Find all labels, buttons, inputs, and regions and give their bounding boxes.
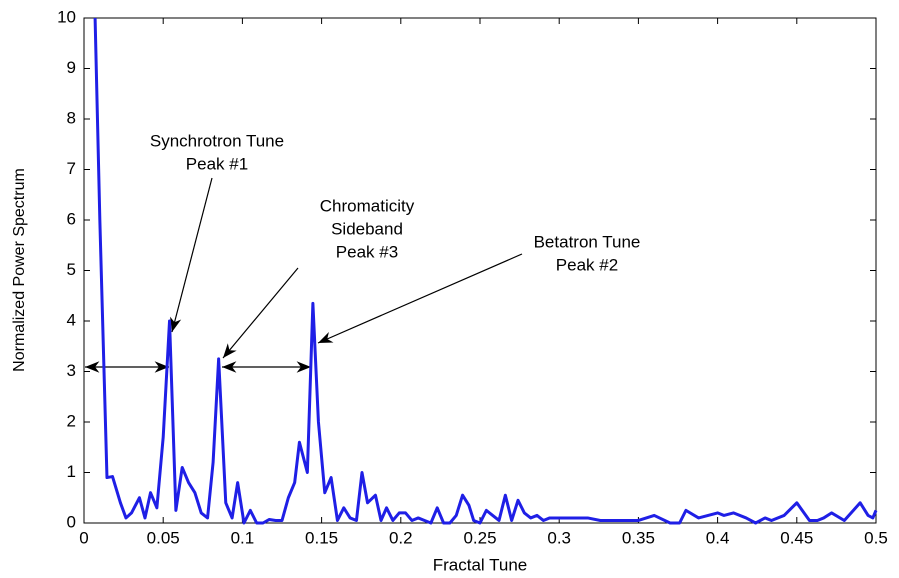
x-tick-label: 0.25 [463,528,496,547]
x-tick-label: 0.05 [147,528,180,547]
annotation: Betatron Tune [534,232,641,251]
x-tick-label: 0.5 [864,528,888,547]
y-tick-label: 10 [57,7,76,26]
x-tick-label: 0.1 [231,528,255,547]
annotation: Peak #2 [556,255,618,274]
annotation: Peak #1 [186,154,248,173]
annotation: Chromaticity [320,196,415,215]
x-tick-label: 0.35 [622,528,655,547]
x-tick-label: 0.45 [780,528,813,547]
y-tick-label: 0 [67,512,76,531]
y-tick-label: 5 [67,260,76,279]
y-tick-label: 6 [67,209,76,228]
arrow [222,267,299,359]
y-tick-label: 8 [67,108,76,127]
y-tick-label: 9 [67,58,76,77]
x-tick-label: 0.4 [706,528,730,547]
plot-frame [83,17,877,524]
annotation: Synchrotron Tune [150,131,284,150]
x-axis-label: Fractal Tune [433,555,528,574]
arrow [170,177,213,333]
x-tick-label: 0.2 [389,528,413,547]
x-tick-label: 0 [79,528,88,547]
y-tick-label: 3 [67,361,76,380]
y-tick-label: 7 [67,159,76,178]
annotation: Peak #3 [336,242,398,261]
y-tick-label: 2 [67,411,76,430]
data-line [93,17,878,525]
y-axis-label: Normalized Power Spectrum [11,168,28,372]
annotation-arrows [85,177,523,373]
x-tick-label: 0.15 [305,528,338,547]
annotation: Sideband [331,219,403,238]
x-tick-label: 0.3 [547,528,571,547]
arrow [317,253,523,344]
y-tick-label: 4 [67,310,76,329]
y-tick-label: 1 [67,462,76,481]
